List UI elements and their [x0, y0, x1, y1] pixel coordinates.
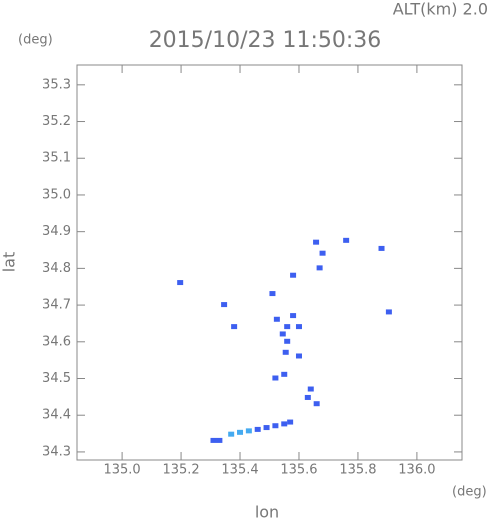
plot-frame	[76, 64, 463, 461]
y-tick-label: 34.8	[42, 261, 71, 276]
echo-point	[284, 338, 291, 344]
y-tick-label: 35.3	[42, 77, 71, 92]
echo-point	[284, 324, 291, 330]
y-tick-label: 34.6	[42, 334, 71, 349]
y-tick-label: 34.5	[42, 371, 71, 386]
echo-point	[273, 316, 280, 322]
echo-point	[316, 265, 323, 271]
y-tick-label: 35.0	[42, 187, 71, 202]
y-tick-label: 35.2	[42, 114, 71, 129]
altitude: ALT(km) 2.0	[393, 0, 488, 19]
echo-point	[295, 324, 302, 330]
y-unit: (deg)	[18, 33, 53, 48]
echo-point	[287, 419, 294, 425]
y-axis-label: lat	[0, 252, 19, 273]
echo-point	[272, 423, 279, 429]
echo-point	[216, 437, 223, 443]
echo-point	[177, 280, 184, 286]
x-tick-label: 136.0	[398, 463, 435, 478]
echo-point	[343, 237, 350, 243]
echo-point	[221, 302, 228, 308]
echo-point	[263, 425, 270, 431]
echo-point	[313, 239, 320, 245]
echo-point	[272, 375, 279, 381]
echo-point	[313, 401, 320, 407]
echo-point	[279, 331, 286, 337]
echo-point	[245, 428, 252, 434]
echo-point	[319, 250, 326, 256]
echo-point	[282, 349, 289, 355]
x-unit: (deg)	[452, 485, 487, 500]
echo-point	[378, 245, 385, 251]
echo-point	[269, 291, 276, 297]
echo-point	[290, 313, 297, 319]
echo-point	[254, 426, 261, 432]
x-tick-label: 135.8	[339, 463, 376, 478]
echo-point	[210, 437, 217, 443]
x-tick-label: 135.4	[221, 463, 258, 478]
echo-point	[281, 421, 288, 427]
y-tick-label: 34.9	[42, 224, 71, 239]
x-tick-label: 135.0	[103, 463, 140, 478]
y-tick-label: 35.1	[42, 151, 71, 166]
echo-point	[290, 272, 297, 278]
echo-point	[304, 394, 311, 400]
echo-point	[281, 371, 288, 377]
echo-point	[295, 353, 302, 359]
y-tick-label: 34.7	[42, 298, 71, 313]
echo-point	[307, 386, 314, 392]
echo-point	[231, 324, 238, 330]
y-tick-label: 34.3	[42, 444, 71, 459]
x-tick-label: 135.6	[280, 463, 317, 478]
echo-point	[237, 429, 244, 435]
x-tick-label: 135.2	[162, 463, 199, 478]
x-axis-label: lon	[255, 503, 279, 521]
echo-point	[228, 431, 235, 437]
chart-title: 2015/10/23 11:50:36	[149, 28, 382, 53]
y-tick-label: 34.4	[42, 408, 71, 423]
echo-point	[385, 309, 392, 315]
